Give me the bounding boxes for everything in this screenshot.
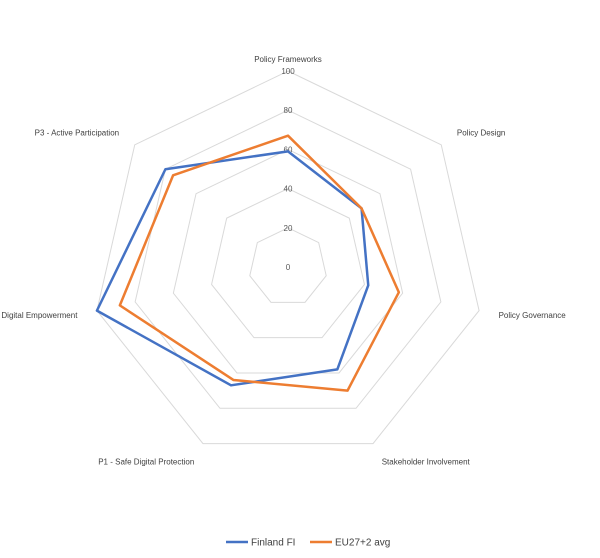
category-label: Stakeholder Involvement: [382, 458, 471, 467]
legend-label: EU27+2 avg: [335, 538, 390, 549]
series-lines: [95, 134, 401, 392]
legend-label: Finland FI: [251, 538, 295, 549]
series-line-1: [118, 134, 401, 392]
radar-grid: [96, 70, 480, 445]
tick-label: 40: [284, 185, 293, 194]
legend: Finland FI EU27+2 avg: [226, 538, 390, 549]
category-label: Policy Design: [457, 128, 505, 137]
category-label: Policy Frameworks: [254, 55, 322, 64]
category-label: Policy Governance: [499, 311, 567, 320]
grid-ring: [172, 148, 404, 374]
category-label: P1 - Safe Digital Protection: [98, 458, 194, 467]
series-line-0: [95, 150, 370, 387]
category-labels: Policy Frameworks Policy Design Policy Gov…: [0, 55, 566, 467]
tick-label: 0: [286, 263, 291, 272]
category-label: P3 - Active Participation: [35, 128, 119, 137]
tick-label: 100: [281, 67, 295, 76]
grid-ring: [134, 109, 442, 409]
tick-label: 20: [284, 224, 293, 233]
tick-label: 60: [284, 145, 293, 154]
radial-ticks: 0 20 40 60 80 100: [281, 67, 295, 272]
grid-ring: [96, 70, 480, 445]
grid-ring: [211, 188, 365, 339]
category-label: P2 - Digital Empowerment: [0, 311, 78, 320]
tick-label: 80: [284, 106, 293, 115]
grid-ring: [249, 227, 327, 303]
